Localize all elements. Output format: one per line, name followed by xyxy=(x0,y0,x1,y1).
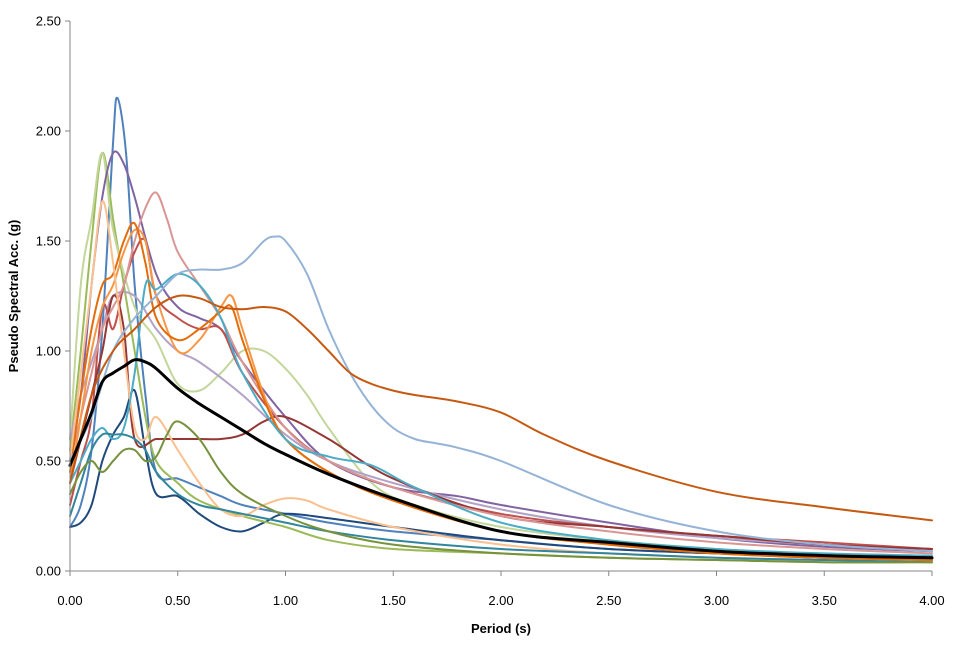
y-tick-label: 1.00 xyxy=(36,344,61,359)
y-tick-label: 1.50 xyxy=(36,234,61,249)
x-tick-label: 2.50 xyxy=(596,593,621,608)
series-line-11 xyxy=(69,221,933,561)
x-tick-label: 1.50 xyxy=(381,593,406,608)
y-tick-label: 0.00 xyxy=(36,564,61,579)
series-line-9 xyxy=(69,191,933,555)
x-tick-label: 2.00 xyxy=(488,593,513,608)
series-layer xyxy=(68,96,934,564)
x-tick-label: 4.00 xyxy=(919,593,944,608)
x-tick-label: 3.50 xyxy=(812,593,837,608)
x-axis-title: Period (s) xyxy=(471,621,531,636)
x-tick-label: 0.00 xyxy=(57,593,82,608)
series-line-8 xyxy=(69,294,933,550)
x-tick-label: 1.00 xyxy=(273,593,298,608)
x-tick-label: 3.00 xyxy=(704,593,729,608)
y-tick-label: 2.50 xyxy=(36,14,61,29)
y-tick-label: 0.50 xyxy=(36,454,61,469)
series-line-15 xyxy=(69,420,933,564)
x-tick-label: 0.50 xyxy=(165,593,190,608)
series-line-13 xyxy=(69,272,933,557)
series-line-16 xyxy=(69,235,933,553)
series-line-17 xyxy=(69,294,933,522)
axes-layer: 0.00 0.50 1.00 1.50 2.00 2.50 0.00 0.50 1.00 1.50… xyxy=(36,14,945,609)
y-axis-title: Pseudo Spectral Acc. (g) xyxy=(6,220,21,373)
y-tick-label: 2.00 xyxy=(36,124,61,139)
series-line-18 xyxy=(68,358,934,560)
series-line-14 xyxy=(69,432,933,564)
